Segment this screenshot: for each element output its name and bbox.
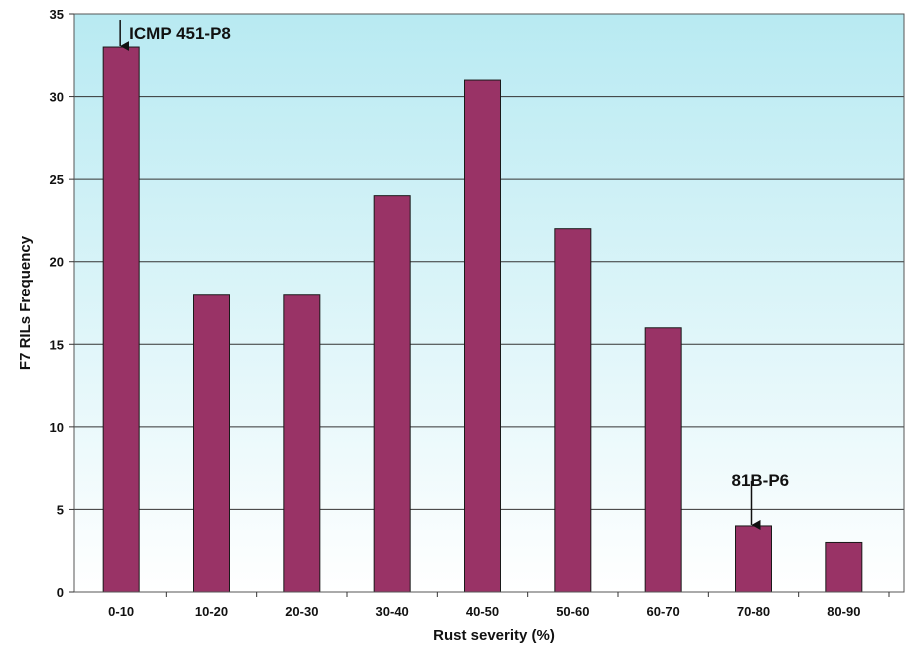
bar-60-70 — [644, 327, 682, 593]
y-tick-label: 10 — [50, 420, 64, 435]
x-tick-labels: 0-10 10-20 20-30 30-40 40-50 50-60 60-70 70-80 8… — [108, 592, 890, 619]
y-tick-label: 5 — [57, 502, 64, 517]
x-tick-label: 60-70 — [647, 604, 680, 619]
plot-border — [73, 13, 905, 593]
annotation-label: 81B-P6 — [732, 471, 790, 490]
bar-80-90 — [825, 541, 863, 593]
x-tick-label: 70-80 — [737, 604, 770, 619]
annotation-label: ICMP 451-P8 — [129, 24, 231, 43]
bar-10-20 — [193, 294, 230, 593]
bar-0-10 — [102, 46, 140, 593]
bar-30-40 — [373, 195, 411, 593]
y-tick-label: 0 — [57, 585, 64, 600]
y-axis-title: F7 RILs Frequency — [17, 235, 34, 370]
bar-40-50 — [464, 79, 501, 593]
y-tick-label: 20 — [50, 255, 64, 270]
annotations: ICMP 451-P8 81B-P6 — [119, 20, 790, 530]
bar-20-30 — [283, 294, 321, 593]
bar-50-60 — [554, 228, 592, 593]
bars — [102, 46, 863, 593]
x-tick-label: 0-10 — [108, 604, 134, 619]
y-tick-labels: 0 5 10 15 20 25 30 35 — [50, 7, 74, 600]
x-tick-label: 40-50 — [466, 604, 499, 619]
y-tick-label: 25 — [50, 172, 64, 187]
x-tick-label: 10-20 — [195, 604, 228, 619]
y-tick-label: 15 — [50, 337, 64, 352]
x-tick-label: 30-40 — [376, 604, 409, 619]
y-tick-label: 35 — [50, 7, 64, 22]
x-tick-label: 50-60 — [556, 604, 589, 619]
x-tick-label: 80-90 — [827, 604, 860, 619]
x-axis-title: Rust severity (%) — [433, 627, 555, 644]
bar-70-80 — [735, 525, 772, 593]
x-tick-label: 20-30 — [285, 604, 318, 619]
y-tick-label: 30 — [50, 90, 64, 105]
